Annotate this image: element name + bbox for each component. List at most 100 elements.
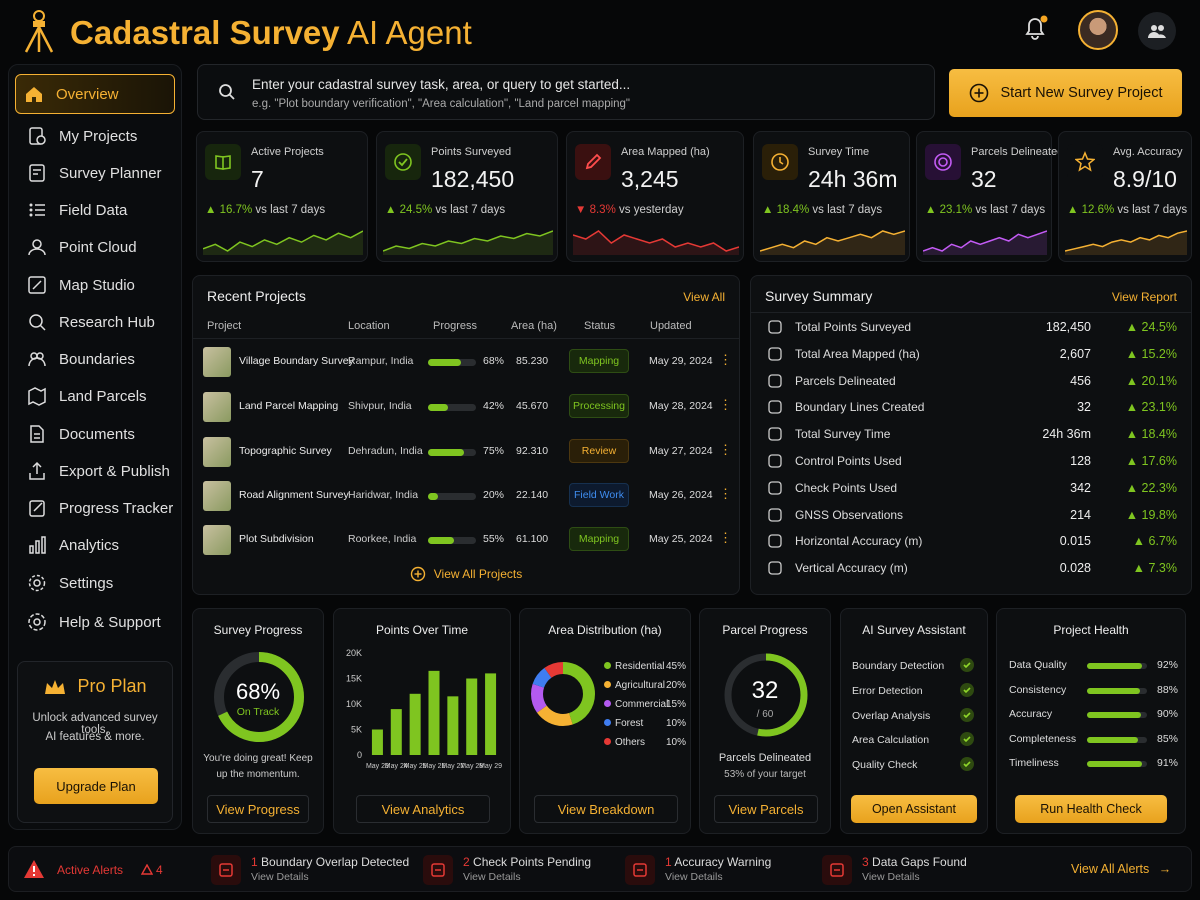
notification-button[interactable] [1022, 14, 1052, 44]
alert-details-link[interactable]: View Details [862, 871, 920, 883]
export-icon [25, 459, 49, 483]
table-row[interactable]: Topographic Survey Dehradun, India 75% 92.3… [193, 430, 739, 474]
sidebar-item-my-projects[interactable]: My Projects [15, 119, 175, 153]
project-thumbnail [203, 347, 231, 377]
assistant-item: Error Detection [852, 684, 923, 697]
team-button[interactable] [1138, 12, 1176, 50]
more-options-icon[interactable]: ⋮ [719, 530, 732, 545]
view-analytics-button[interactable]: View Analytics [356, 795, 490, 823]
x-tick-label: May 24 [385, 763, 408, 770]
stat-label: Avg. Accuracy [1113, 146, 1183, 158]
stat-change: ▲ 16.7% vs last 7 days [205, 204, 326, 216]
sparkline [573, 230, 739, 255]
more-options-icon[interactable]: ⋮ [719, 397, 732, 412]
project-updated: May 25, 2024 [649, 533, 713, 545]
search-input[interactable]: Enter your cadastral survey task, area, … [252, 77, 631, 92]
col-location: Location [348, 320, 390, 332]
project-location: Shivpur, India [348, 400, 412, 412]
search-box[interactable]: Enter your cadastral survey task, area, … [197, 64, 935, 120]
table-row[interactable]: Land Parcel Mapping Shivpur, India 42% 45.6… [193, 385, 739, 429]
alert-item[interactable]: 1 Boundary Overlap Detected View Details [211, 853, 409, 887]
alert-item[interactable]: 2 Check Points Pending View Details [423, 853, 613, 887]
more-options-icon[interactable]: ⋮ [719, 352, 732, 367]
stat-card-area-mapped-ha: Area Mapped (ha) 3,245 ▼ 8.3% vs yesterday [566, 131, 744, 262]
arrow-up-icon: ▲ [1125, 400, 1139, 415]
summary-value: 24h 36m [1042, 427, 1091, 442]
view-all-projects-button[interactable]: View All Projects [193, 566, 739, 582]
stat-change: ▲ 24.5% vs last 7 days [385, 204, 506, 216]
legend-value: 10% [666, 718, 687, 729]
sidebar-item-map-studio[interactable]: Map Studio [15, 268, 175, 302]
sidebar-item-overview[interactable]: Overview [15, 74, 175, 114]
health-row: Accuracy 90% [1009, 706, 1179, 724]
table-row[interactable]: Village Boundary Survey Rampur, India 68% 8… [193, 340, 739, 384]
planner-icon [25, 161, 49, 185]
alert-details-link[interactable]: View Details [665, 871, 723, 883]
point-cloud-icon [25, 235, 49, 259]
parcel-total: / 60 [756, 709, 774, 720]
alert-details-link[interactable]: View Details [251, 871, 309, 883]
arrow-up-icon: ▲ [1067, 204, 1079, 216]
more-options-icon[interactable]: ⋮ [719, 442, 732, 457]
stat-card-avg-accuracy: Avg. Accuracy 8.9/10 ▲ 12.6% vs last 7 day… [1058, 131, 1192, 262]
avatar[interactable] [1078, 10, 1118, 50]
sidebar-item-research-hub[interactable]: Research Hub [15, 305, 175, 339]
upgrade-plan-button[interactable]: Upgrade Plan [34, 768, 158, 804]
y-tick-label: 5K [351, 725, 362, 735]
project-progress-bar [428, 404, 476, 411]
y-tick-label: 15K [346, 674, 362, 684]
gnss-icon [768, 507, 782, 522]
view-all-alerts-link[interactable]: View All Alerts → [1071, 862, 1171, 876]
bar-may-24 [390, 709, 402, 755]
sidebar-item-progress-tracker[interactable]: Progress Tracker [15, 491, 175, 525]
sidebar-item-help-support[interactable]: Help & Support [15, 605, 175, 639]
arrow-up-icon: ▲ [1132, 561, 1146, 576]
sidebar-item-land-parcels[interactable]: Land Parcels [15, 379, 175, 413]
summary-row: Total Survey Time 24h 36m ▲ 18.4% [751, 421, 1191, 448]
project-updated: May 26, 2024 [649, 489, 713, 501]
y-tick-label: 0 [357, 750, 362, 760]
search-hint: e.g. "Plot boundary verification", "Area… [252, 98, 631, 110]
table-row[interactable]: Road Alignment Survey Haridwar, India 20% 2… [193, 474, 739, 518]
alert-item[interactable]: 1 Accuracy Warning View Details [625, 853, 815, 887]
project-area: 85.230 [516, 355, 549, 367]
run-health-check-button[interactable]: Run Health Check [1015, 795, 1167, 823]
open-assistant-button[interactable]: Open Assistant [851, 795, 977, 823]
stat-label: Active Projects [251, 146, 324, 158]
sidebar-item-documents[interactable]: Documents [15, 417, 175, 451]
summary-value: 0.028 [1059, 561, 1091, 576]
col-area: Area (ha) [511, 320, 557, 332]
view-report-link[interactable]: View Report [1111, 290, 1177, 304]
health-bar [1087, 761, 1147, 768]
project-area: 22.140 [516, 489, 549, 501]
help-icon [25, 610, 49, 634]
summary-row: GNSS Observations 214 ▲ 19.8% [751, 502, 1191, 529]
sidebar-item-boundaries[interactable]: Boundaries [15, 342, 175, 376]
legend-value: 15% [666, 699, 687, 710]
alert-details-link[interactable]: View Details [463, 871, 521, 883]
table-row[interactable]: Plot Subdivision Roorkee, India 55% 61.100 M… [193, 518, 739, 562]
sidebar-item-field-data[interactable]: Field Data [15, 193, 175, 227]
start-new-survey-button[interactable]: Start New Survey Project [949, 69, 1182, 117]
sidebar-item-analytics[interactable]: Analytics [15, 528, 175, 562]
sidebar-item-point-cloud[interactable]: Point Cloud [15, 230, 175, 264]
x-tick-label: May 26 [423, 763, 446, 770]
sidebar-item-label: Analytics [59, 536, 120, 554]
check-circle-icon [385, 144, 421, 180]
sidebar-item-settings[interactable]: Settings [15, 566, 175, 600]
summary-label: Total Points Surveyed [795, 320, 912, 334]
points-over-time-title: Points Over Time [375, 623, 469, 637]
view-all-projects-link[interactable]: View All [683, 290, 725, 304]
alert-item[interactable]: 3 Data Gaps Found View Details [822, 853, 1012, 887]
view-parcels-button[interactable]: View Parcels [714, 795, 818, 823]
survey-progress-value: 68% [235, 679, 281, 704]
sidebar-item-label: Documents [59, 425, 135, 443]
data-gap-icon [822, 855, 852, 885]
sidebar-item-export-publish[interactable]: Export & Publish [15, 454, 175, 488]
stat-label: Survey Time [808, 146, 870, 158]
view-breakdown-button[interactable]: View Breakdown [534, 795, 678, 823]
sidebar-item-survey-planner[interactable]: Survey Planner [15, 156, 175, 190]
view-progress-button[interactable]: View Progress [207, 795, 309, 823]
more-options-icon[interactable]: ⋮ [719, 486, 732, 501]
time-icon [768, 427, 782, 441]
